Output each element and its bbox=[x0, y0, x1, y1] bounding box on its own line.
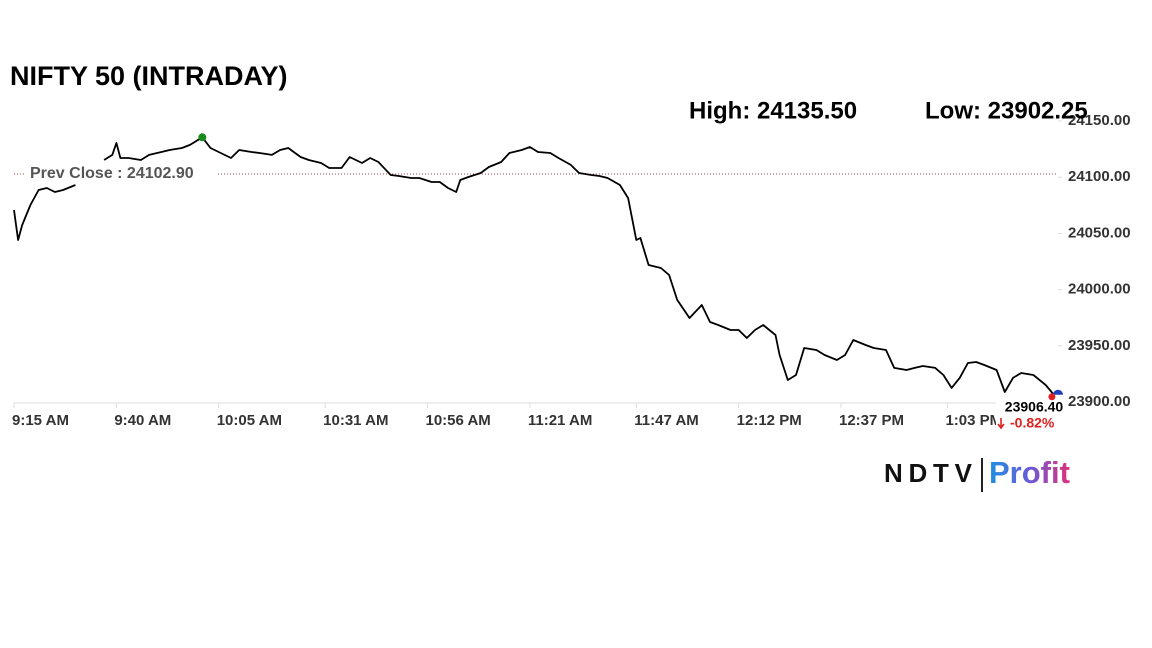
plot-area: 23900.00 23950.00 24000.00 24050.00 24100.00… bbox=[12, 112, 1131, 434]
x-tick-label: 12:37 PM bbox=[839, 412, 904, 429]
high-marker bbox=[198, 133, 207, 142]
logo: NDTV Profit bbox=[884, 455, 1070, 492]
x-tick-label: 10:05 AM bbox=[217, 412, 282, 429]
x-tick-label: 9:15 AM bbox=[12, 412, 69, 429]
x-tick-label: 11:21 AM bbox=[528, 412, 592, 429]
x-tick-label: 9:40 AM bbox=[114, 412, 171, 429]
change-label: -0.82% bbox=[1010, 415, 1055, 431]
prev-close-label: Prev Close : 24102.90 bbox=[30, 165, 194, 182]
y-tick-label: 24050.00 bbox=[1068, 224, 1131, 241]
last-value-label: 23906.40 bbox=[1005, 399, 1064, 415]
price-line bbox=[13, 136, 1055, 396]
prev-close-label-bg bbox=[26, 163, 216, 184]
low-text: Low: 23902.25 bbox=[925, 97, 1088, 124]
down-arrow bbox=[997, 418, 1005, 430]
chart-title: NIFTY 50 (INTRADAY) bbox=[10, 61, 288, 91]
y-tick-label: 24100.00 bbox=[1068, 168, 1131, 185]
end-marker bbox=[1053, 389, 1063, 395]
x-tick-label: 11:47 AM bbox=[634, 412, 698, 429]
y-tick-label: 24150.00 bbox=[1068, 112, 1131, 129]
logo-brand: NDTV bbox=[884, 458, 973, 488]
x-tick-label: 10:31 AM bbox=[323, 412, 388, 429]
last-marker bbox=[1048, 393, 1056, 401]
last-label-bg bbox=[996, 398, 1062, 434]
x-tick-label: 10:56 AM bbox=[426, 412, 491, 429]
high-text: High: 24135.50 bbox=[689, 97, 857, 124]
logo-product: Profit bbox=[989, 455, 1070, 490]
x-tick-label: 1:03 PM bbox=[945, 412, 1002, 429]
y-tick-label: 23950.00 bbox=[1068, 337, 1131, 354]
x-tick-label: 12:12 PM bbox=[737, 412, 802, 429]
y-tick-label: 23900.00 bbox=[1068, 393, 1131, 410]
y-tick-label: 24000.00 bbox=[1068, 281, 1131, 298]
